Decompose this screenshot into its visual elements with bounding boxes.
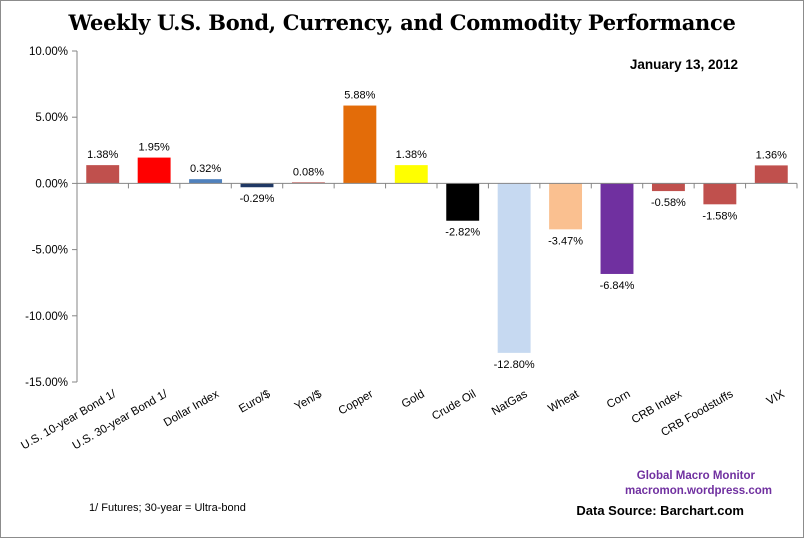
category-label: Gold	[400, 388, 427, 411]
y-tick-label: -10.00%	[25, 311, 68, 323]
data-label: -0.29%	[240, 193, 275, 205]
bar	[651, 183, 685, 192]
category-label: U.S. 30-year Bond 1/	[71, 388, 171, 452]
data-label: -2.82%	[445, 227, 480, 239]
data-label: -3.47%	[548, 235, 583, 247]
data-label: 0.32%	[190, 163, 221, 175]
chart-date: January 13, 2012	[629, 57, 738, 72]
bar	[86, 165, 120, 184]
data-label: 1.38%	[396, 149, 427, 161]
category-label: Yen/$	[293, 388, 325, 413]
category-label: U.S. 10-year Bond 1/	[19, 388, 119, 452]
chart-title: Weekly U.S. Bond, Currency, and Commodit…	[68, 10, 736, 35]
data-label: -0.58%	[651, 197, 686, 209]
bar	[240, 183, 274, 188]
bar	[137, 157, 171, 184]
category-label: VIX	[765, 388, 787, 408]
bar	[703, 183, 737, 205]
data-label: 1.36%	[756, 149, 787, 161]
bar	[754, 165, 788, 184]
bar	[600, 183, 634, 274]
bar	[549, 183, 583, 230]
data-label: 1.95%	[139, 142, 170, 154]
bar	[343, 105, 377, 184]
category-label: Euro/$	[237, 388, 273, 416]
bar	[189, 179, 223, 184]
category-label: NatGas	[490, 388, 530, 418]
category-label: Corn	[605, 388, 633, 411]
category-label: Copper	[337, 388, 376, 417]
bar	[291, 182, 325, 184]
bar	[394, 165, 428, 184]
category-label: Dollar Index	[162, 388, 221, 429]
data-source: Data Source: Barchart.com	[576, 503, 744, 518]
data-label: -1.58%	[702, 210, 737, 222]
credit-url: macromon.wordpress.com	[625, 485, 772, 497]
footnote: 1/ Futures; 30-year = Ultra-bond	[89, 502, 246, 514]
data-label: -12.80%	[494, 359, 535, 371]
bar	[497, 183, 531, 353]
data-label: 1.38%	[87, 149, 118, 161]
y-tick-label: 0.00%	[35, 178, 68, 190]
y-tick-label: 10.00%	[29, 46, 68, 58]
data-label: 5.88%	[344, 90, 375, 102]
category-label: Crude Oil	[430, 388, 478, 423]
y-tick-label: -15.00%	[25, 377, 68, 389]
data-label: 0.08%	[293, 166, 324, 178]
bar	[446, 183, 480, 221]
y-tick-label: -5.00%	[32, 245, 68, 257]
credit-name: Global Macro Monitor	[636, 470, 755, 482]
y-tick-label: 5.00%	[35, 112, 68, 124]
data-label: -6.84%	[600, 280, 635, 292]
category-label: Wheat	[546, 388, 581, 415]
